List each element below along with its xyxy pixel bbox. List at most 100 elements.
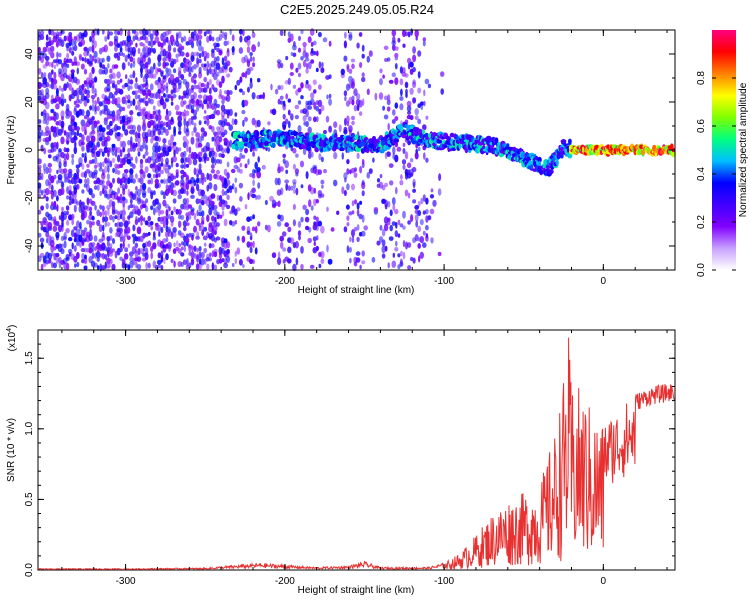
heatmap-cell-1723 [208,34,212,42]
ridge-cell-3472 [563,143,567,147]
heatmap-cell-1707 [208,203,213,209]
heatmap-cell-1767 [213,134,217,142]
heatmap-cell-2261 [320,104,325,112]
heatmap-cell-1705 [208,222,213,228]
heatmap-cell-926 [129,79,134,85]
heatmap-cell-1040 [141,200,147,207]
heatmap-cell-2036 [267,147,271,152]
heatmap-cell-2345 [350,58,356,63]
heatmap-cell-2287 [341,152,344,160]
heatmap-cell-1834 [221,147,225,154]
heatmap-cell-2560 [412,178,416,187]
heatmap-cell-988 [137,208,141,216]
heatmap-cell-824 [119,78,123,83]
heatmap-cell-420 [80,247,86,253]
heatmap-cell-2155 [299,160,305,168]
heatmap-cell-744 [112,115,115,123]
heatmap-cell-106 [47,162,53,168]
heatmap-cell-2494 [399,250,403,257]
heatmap-cell-542 [91,103,95,112]
heatmap-cell-1516 [188,88,192,96]
heatmap-cell-2393 [366,172,371,179]
heatmap-cell-871 [124,95,128,99]
heatmap-cell-263 [63,130,67,136]
heatmap-cell-28 [40,220,44,227]
heatmap-cell-1627 [197,29,203,35]
heatmap-cell-1744 [211,103,215,111]
heatmap-cell-851 [121,62,126,71]
heatmap-cell-1975 [246,38,251,47]
heatmap-cell-1159 [152,73,157,79]
heatmap-cell-1483 [185,174,189,180]
heatmap-cell-1645 [201,103,204,110]
heatmap-cell-1045 [142,154,146,159]
heatmap-cell-2480 [394,77,399,85]
heatmap-cell-1312 [168,206,171,212]
heatmap-cell-1927 [236,207,241,212]
heatmap-cell-1354 [173,260,176,268]
heatmap-cell-626 [102,224,105,232]
heatmap-cell-2300 [343,55,348,62]
heatmap-cell-634 [101,169,105,176]
heatmap-cell-2440 [386,217,391,222]
heatmap-cell-1323 [167,94,172,99]
heatmap-cell-2359 [356,209,360,217]
heatmap-cell-750 [111,72,116,80]
heatmap-cell-1062 [142,43,146,48]
heatmap-cell-2543 [407,31,411,38]
heatmap-cell-588 [95,150,101,157]
heatmap-cell-26 [39,237,45,243]
heatmap-cell-808 [118,221,124,228]
heatmap-cell-1139 [152,236,156,241]
heatmap-cell-145 [50,40,54,45]
heatmap-cell-324 [71,218,75,226]
heatmap-cell-1476 [185,215,189,222]
heatmap-cell-1802 [218,258,223,264]
heatmap-cell-2524 [405,88,408,95]
heatmap-cell-246 [61,62,64,69]
heatmap-cell-1922 [234,118,238,125]
heatmap-cell-2487 [397,233,401,238]
heatmap-cell-346 [74,263,77,268]
heatmap-cell-360 [74,140,77,149]
heatmap-cell-2298 [344,96,347,102]
heatmap-cell-940 [131,193,137,201]
heatmap-cell-159 [52,142,58,148]
heatmap-cell-2553 [409,61,414,68]
heatmap-cell-203 [58,215,62,220]
heatmap-cell-2154 [300,184,304,189]
heatmap-cell-224 [60,248,65,255]
heatmap-cell-1469 [183,35,187,42]
heatmap-cell-1470 [185,264,190,270]
heatmap-cell-1780 [215,236,221,241]
heatmap-cell-1883 [226,140,231,149]
heatmap-cell-2483 [394,52,399,58]
heatmap-cell-2368 [359,264,362,270]
heatmap-cell-149 [53,246,57,251]
heatmap-cell-2540 [406,100,412,107]
heatmap-cell-831 [122,241,125,249]
heatmap-cell-657 [103,185,109,190]
heatmap-cell-24 [39,252,45,258]
heatmap-cell-1944 [241,235,246,243]
heatmap-cell-889 [127,139,131,146]
heatmap-cell-476 [86,219,90,225]
heatmap-cell-2124 [292,147,297,154]
heatmap-cell-2360 [356,202,360,210]
heatmap-cell-1407 [177,120,182,128]
ridge-cell-2893 [334,132,338,140]
heatmap-cell-1523 [190,250,195,259]
heatmap-cell-2635 [440,88,445,95]
heatmap-cell-2250 [318,61,322,69]
heatmap-cell-2403 [376,240,381,246]
heatmap-cell-538 [90,130,96,135]
heatmap-cell-410 [78,99,83,104]
heatmap-cell-1669 [203,84,207,92]
heatmap-cell-296 [65,42,70,49]
heatmap-cell-2088 [285,169,289,174]
heatmap-cell-1431 [180,164,185,169]
heatmap-cell-2377 [358,32,363,37]
heatmap-cell-343 [71,50,75,56]
heatmap-cell-2324 [348,125,353,133]
